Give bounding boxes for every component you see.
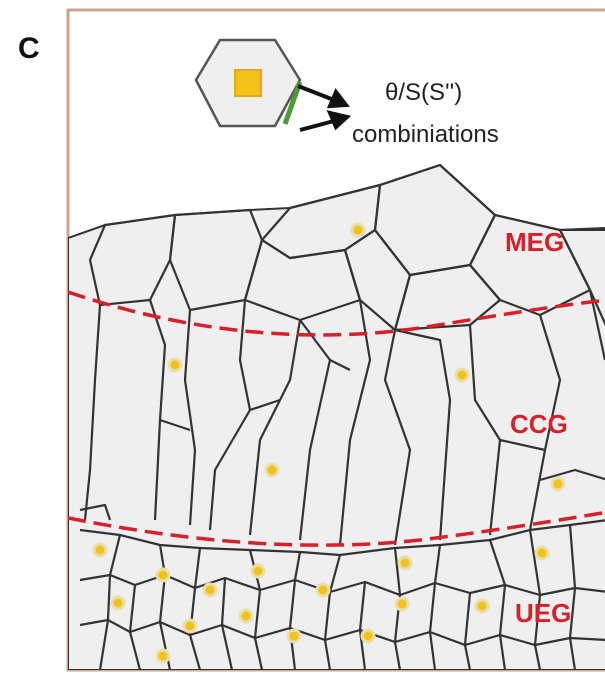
nucleus: [250, 563, 266, 579]
panel-label: C: [18, 32, 40, 65]
nucleus: [167, 357, 183, 373]
legend-line-2: combiniations: [352, 121, 499, 148]
legend-cell-icon: [194, 38, 303, 128]
legend-arrows: [297, 84, 352, 132]
nucleus: [202, 582, 218, 598]
nucleus: [238, 608, 254, 624]
nucleus: [315, 582, 331, 598]
nucleus: [182, 618, 198, 634]
nucleus: [155, 648, 171, 664]
nucleus: [397, 555, 413, 571]
nucleus: [110, 595, 126, 611]
legend-line-1: θ/S(S''): [385, 79, 462, 106]
nucleus: [360, 628, 376, 644]
nuclei-group: [92, 222, 566, 664]
meg-ccg-boundary: [68, 290, 605, 337]
zone-label-meg: MEG: [505, 227, 564, 257]
zone-label-ccg: CCG: [510, 409, 568, 439]
nucleus: [534, 545, 550, 561]
nucleus: [264, 462, 280, 478]
nucleus: [92, 542, 108, 558]
ccg-cell-layer: [79, 289, 605, 546]
legend-green-edge: [282, 81, 303, 125]
tissue-region: [68, 163, 605, 670]
nucleus: [454, 367, 470, 383]
nucleus: [286, 628, 302, 644]
nucleus: [155, 567, 171, 583]
nucleus: [474, 598, 490, 614]
legend-nucleus: [234, 69, 262, 97]
ccg-ueg-boundary: [68, 510, 605, 547]
nucleus: [350, 222, 366, 238]
nucleus: [550, 476, 566, 492]
ueg-cell-layer: [79, 519, 605, 670]
nucleus: [394, 596, 410, 612]
zone-label-ueg: UEG: [515, 598, 571, 628]
